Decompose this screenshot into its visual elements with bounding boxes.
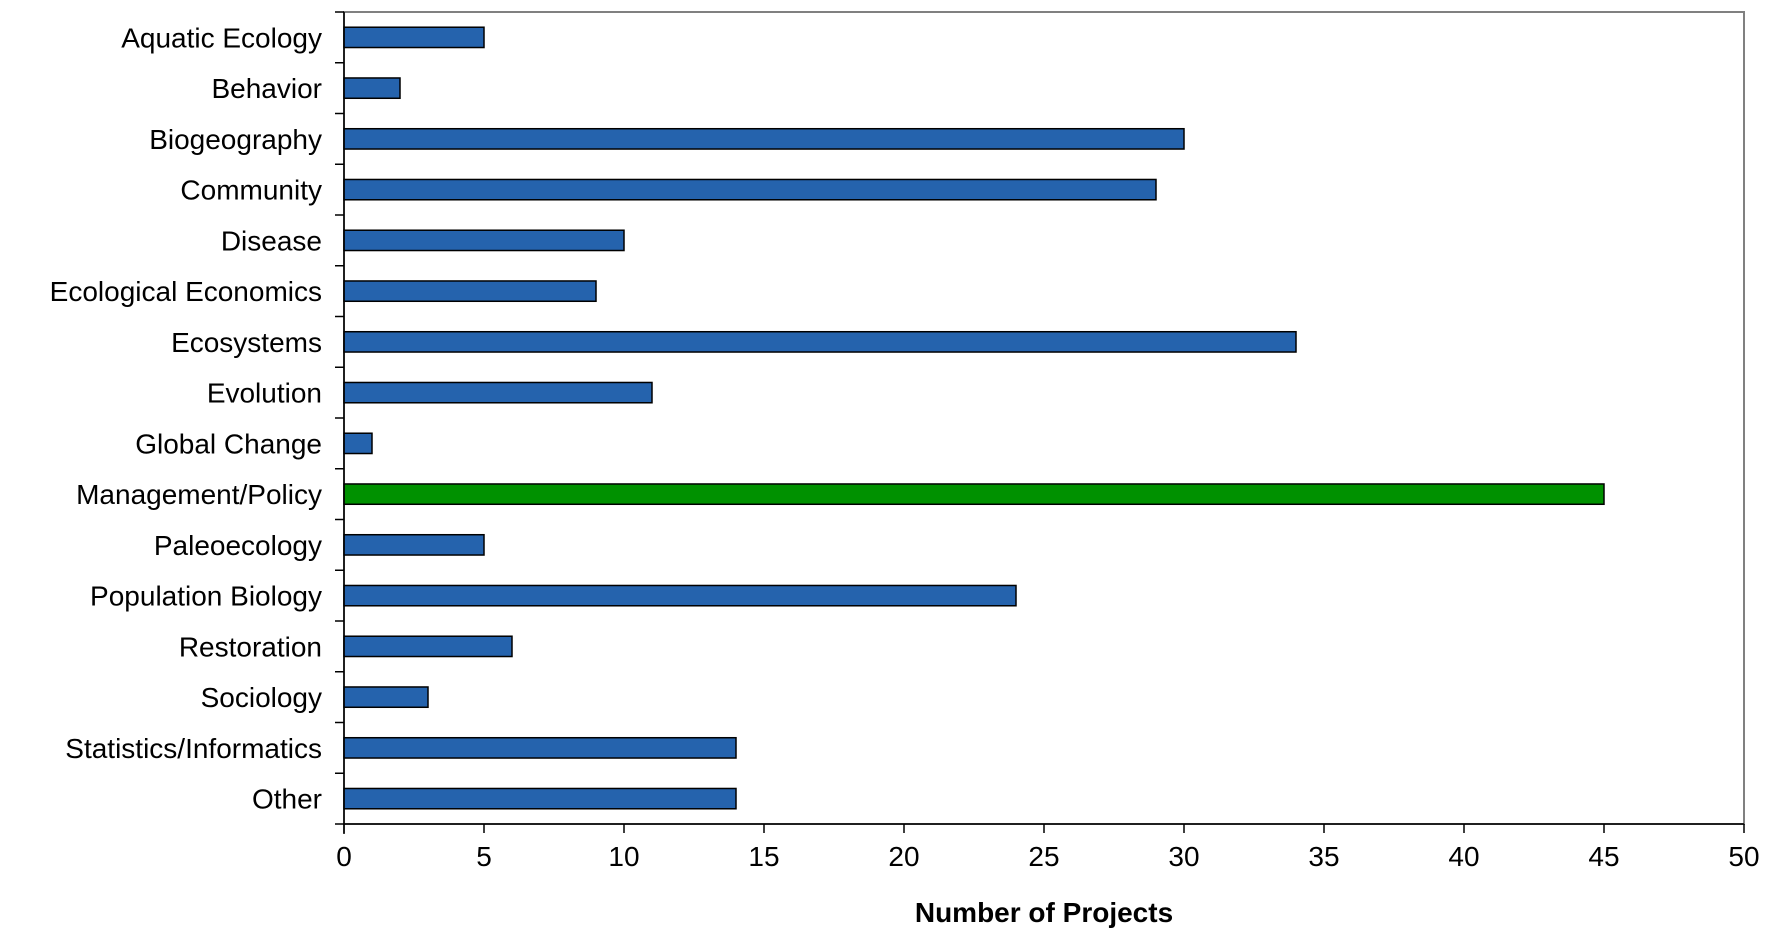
bar-biogeography [343, 127, 1185, 150]
category-axis: Aquatic Ecology Behavior Biogeography Commu… [50, 11, 345, 834]
x-tick-label-0: 0 [336, 841, 352, 872]
x-tick-label-50: 50 [1728, 841, 1759, 872]
y-tick-label-paleoecology: Paleoecology [154, 530, 322, 561]
x-tick-label-25: 25 [1028, 841, 1059, 872]
x-tick-label-40: 40 [1448, 841, 1479, 872]
y-tick-label-aquatic-ecology: Aquatic Ecology [121, 22, 322, 53]
bar-evolution [343, 381, 653, 404]
bar-ecosystems [343, 330, 1297, 353]
y-tick-label-ecosystems: Ecosystems [171, 327, 322, 358]
x-tick-label-30: 30 [1168, 841, 1199, 872]
y-tick-label-behavior: Behavior [211, 73, 322, 104]
x-tick-label-20: 20 [888, 841, 919, 872]
y-tick-label-statistics-informatics: Statistics/Informatics [65, 733, 322, 764]
bar-sociology [343, 686, 429, 709]
y-tick-label-management-policy: Management/Policy [76, 479, 322, 510]
bar-management-policy [343, 483, 1605, 506]
bar-ecological-economics [343, 280, 597, 303]
bar-restoration [343, 635, 513, 658]
bars-group [343, 26, 1605, 810]
x-tick-label-5: 5 [476, 841, 492, 872]
x-tick-label-45: 45 [1588, 841, 1619, 872]
x-tick-label-15: 15 [748, 841, 779, 872]
y-tick-label-biogeography: Biogeography [149, 124, 322, 155]
bar-paleoecology [343, 533, 485, 556]
y-tick-label-disease: Disease [221, 225, 322, 256]
y-tick-label-global-change: Global Change [135, 428, 322, 459]
value-axis: 0 5 10 15 20 25 30 35 40 45 50 [336, 823, 1760, 872]
y-tick-label-restoration: Restoration [179, 631, 322, 662]
x-tick-label-10: 10 [608, 841, 639, 872]
y-tick-label-sociology: Sociology [201, 682, 322, 713]
bar-aquatic-ecology [343, 26, 485, 49]
x-axis-title: Number of Projects [915, 897, 1173, 928]
bar-other [343, 787, 737, 810]
bar-behavior [343, 77, 401, 100]
bar-statistics-informatics [343, 736, 737, 759]
bar-global-change [343, 432, 373, 455]
y-tick-label-population-biology: Population Biology [90, 581, 322, 612]
y-tick-label-community: Community [180, 175, 322, 206]
y-tick-label-evolution: Evolution [207, 378, 322, 409]
bar-disease [343, 229, 625, 252]
x-tick-label-35: 35 [1308, 841, 1339, 872]
bar-population-biology [343, 584, 1017, 607]
y-tick-label-ecological-economics: Ecological Economics [50, 276, 322, 307]
bar-community [343, 178, 1157, 201]
y-tick-label-other: Other [252, 784, 322, 815]
